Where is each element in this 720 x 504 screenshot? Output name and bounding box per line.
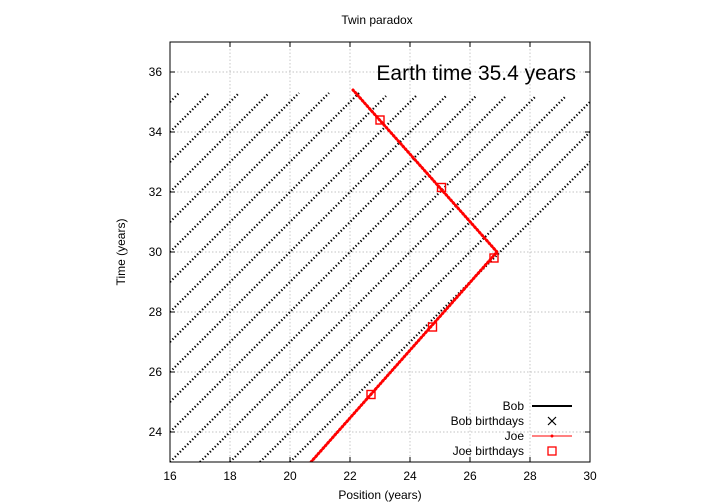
x-axis-title: Position (years) [338,488,421,502]
x-tick-label: 18 [223,469,237,483]
bob-worldline-segment [170,92,180,103]
joe-birthday-marker [375,115,385,125]
legend-label-bob: Bob [503,399,525,413]
legend-label-bob-birthdays: Bob birthdays [451,414,524,428]
bob-worldline-segment [170,95,537,462]
legend-swatch-square-marker-icon [547,446,557,456]
joe-worldline-dots [309,88,500,462]
joe-birthday-markers [366,115,499,400]
joe-worldline [309,88,500,462]
axis-ticks [169,42,591,462]
x-tick-label: 24 [403,469,417,483]
legend-swatch-x-marker-icon [547,416,557,426]
chart-title: Twin paradox [341,13,412,27]
y-tick-label: 36 [149,65,163,79]
bob-worldline-segment [170,92,360,283]
bob-worldlines [170,92,590,462]
y-tick-label: 30 [149,245,163,259]
bob-worldline-segment [259,130,590,462]
x-tick-label: 28 [523,469,537,483]
y-tick-labels: 24 26 28 30 32 34 36 [149,65,163,439]
legend: Bob Bob birthdays Joe Joe birthdays [451,399,572,458]
bob-worldline-segment [170,95,447,373]
earth-time-annotation: Earth time 35.4 years [376,62,576,85]
x-tick-labels: 16 18 20 22 24 26 28 30 [163,469,597,483]
legend-label-joe: Joe [505,429,525,443]
joe-birthday-marker [427,322,438,332]
y-tick-label: 34 [149,125,163,139]
legend-item-bob: Bob [503,399,572,413]
bob-worldline-segment [170,95,477,403]
bob-worldline-segment [170,92,240,163]
x-tick-label: 20 [283,469,297,483]
legend-item-joe-birthdays: Joe birthdays [453,444,557,458]
legend-item-bob-birthdays: Bob birthdays [451,414,557,428]
x-tick-label: 30 [583,469,597,483]
bob-worldline-segment [170,92,210,133]
y-tick-label: 32 [149,185,163,199]
bob-worldline-segment [170,92,270,193]
y-tick-label: 26 [149,365,163,379]
legend-item-joe: Joe [505,429,572,443]
y-tick-label: 28 [149,305,163,319]
joe-birthday-marker [436,182,447,193]
bob-worldline-segment [170,95,417,343]
y-axis-title: Time (years) [114,219,128,286]
x-tick-label: 26 [463,469,477,483]
legend-swatch-joe-dot [550,434,554,438]
x-tick-label: 22 [343,469,357,483]
bob-worldline-segment [199,95,567,462]
legend-label-joe-birthdays: Joe birthdays [453,444,524,458]
bob-worldline-segment [170,92,330,253]
grid [170,42,590,462]
bob-worldline-segment [170,92,300,223]
joe-birthday-marker [489,253,499,263]
joe-birthday-marker [366,389,376,400]
y-tick-label: 24 [149,425,163,439]
bob-worldline-segment [229,100,590,462]
bob-worldline-segment [170,95,507,433]
x-tick-label: 16 [163,469,177,483]
